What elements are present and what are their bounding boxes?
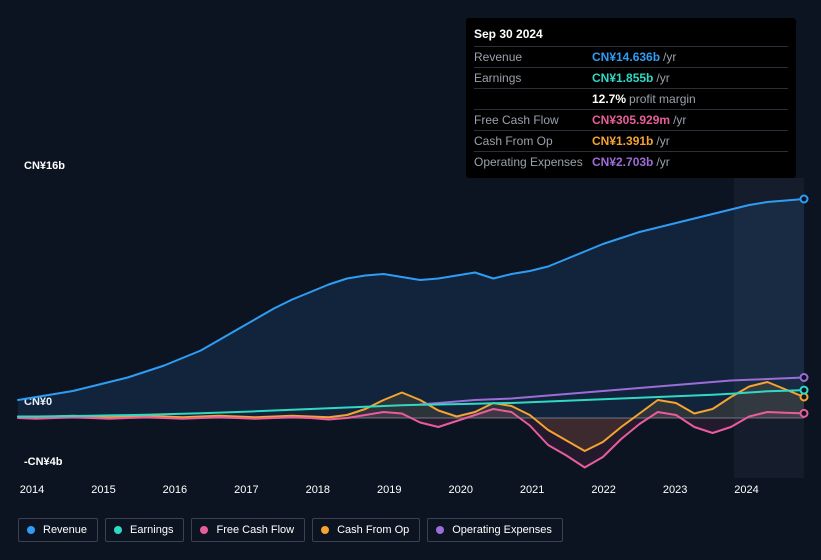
legend-item-cfo[interactable]: Cash From Op: [312, 518, 420, 542]
legend-item-revenue[interactable]: Revenue: [18, 518, 98, 542]
x-axis-tick: 2016: [163, 484, 187, 496]
x-axis-tick: 2017: [234, 484, 258, 496]
x-axis-tick: 2020: [448, 484, 472, 496]
x-axis-tick: 2021: [520, 484, 544, 496]
legend-label: Revenue: [43, 524, 87, 536]
x-axis-labels: 2014 2015 2016 2017 2018 2019 2020 2021 2022 2023…: [18, 484, 804, 500]
x-axis-tick: 2014: [20, 484, 44, 496]
chart-legend: Revenue Earnings Free Cash Flow Cash From O…: [18, 518, 563, 542]
legend-dot: [114, 526, 122, 534]
x-axis-tick: 2015: [91, 484, 115, 496]
legend-dot: [200, 526, 208, 534]
legend-label: Earnings: [130, 524, 173, 536]
x-axis-tick: 2022: [591, 484, 615, 496]
legend-item-opex[interactable]: Operating Expenses: [427, 518, 563, 542]
x-axis-tick: 2019: [377, 484, 401, 496]
line-chart: [0, 0, 821, 560]
legend-item-fcf[interactable]: Free Cash Flow: [191, 518, 305, 542]
legend-label: Cash From Op: [337, 524, 409, 536]
legend-dot: [321, 526, 329, 534]
x-axis-tick: 2018: [306, 484, 330, 496]
x-axis-tick: 2023: [663, 484, 687, 496]
legend-item-earnings[interactable]: Earnings: [105, 518, 184, 542]
legend-label: Free Cash Flow: [216, 524, 294, 536]
x-axis-tick: 2024: [734, 484, 758, 496]
legend-dot: [436, 526, 444, 534]
legend-label: Operating Expenses: [452, 524, 552, 536]
legend-dot: [27, 526, 35, 534]
